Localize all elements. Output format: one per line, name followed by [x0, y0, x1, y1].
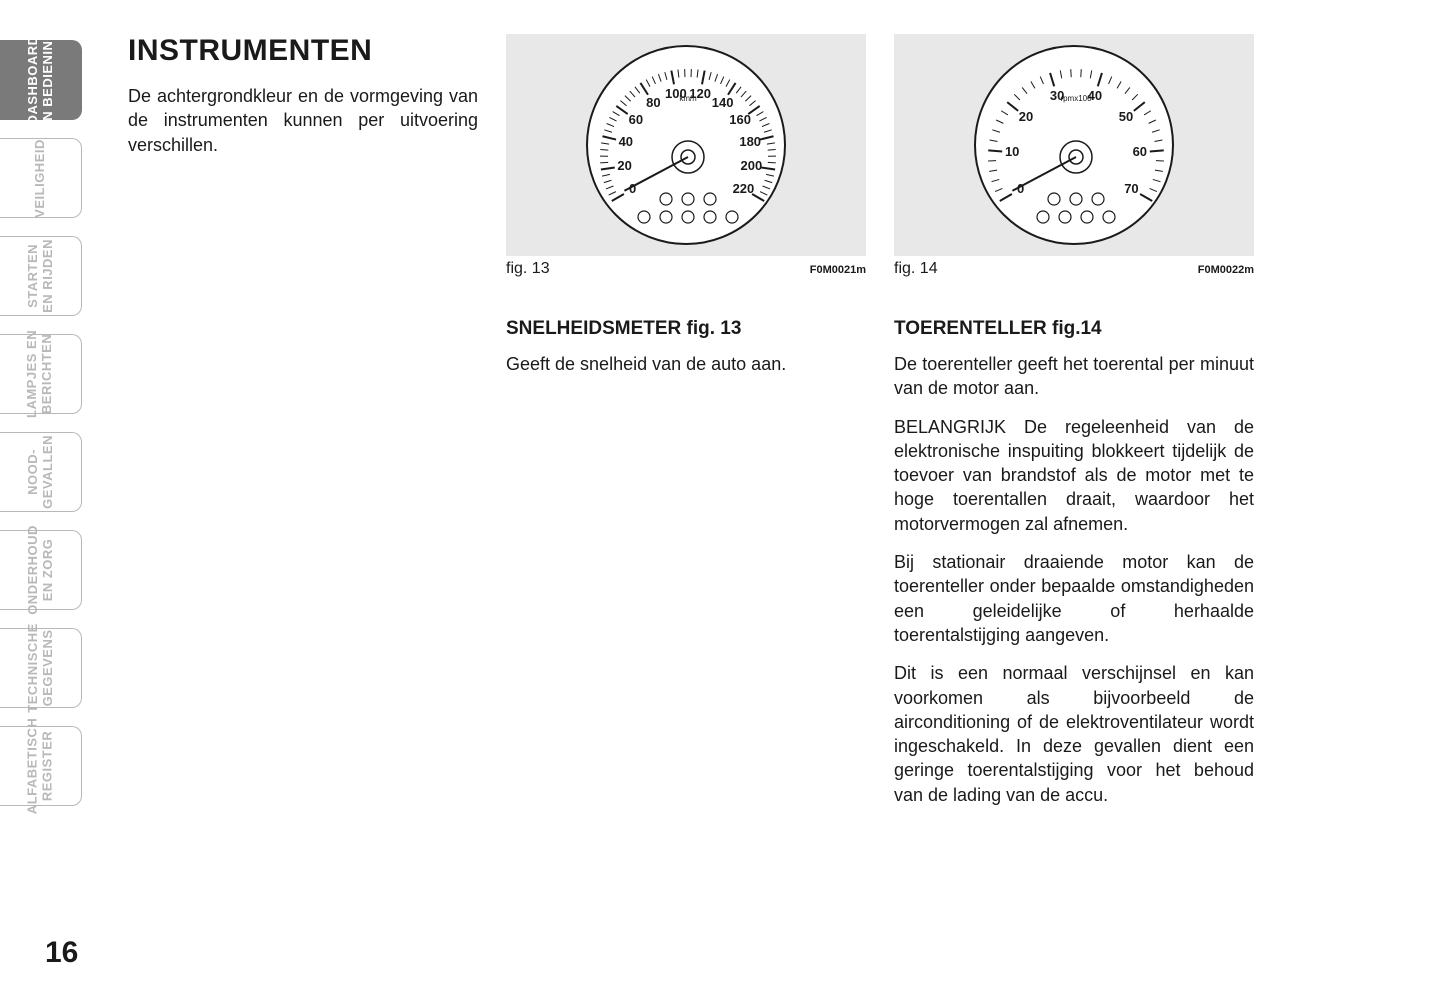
recirculation-icon [660, 211, 672, 223]
steering-icon [682, 211, 694, 223]
oil-icon [1070, 193, 1082, 205]
fuel-icon [1059, 211, 1071, 223]
tab-nood[interactable]: NOOD- GEVALLEN [0, 432, 82, 512]
speedometer-gauge: 020406080100120140160180200220km/h [586, 45, 786, 245]
tab-label: NOOD- GEVALLEN [26, 435, 56, 509]
tab-label: STARTEN EN RIJDEN [26, 239, 56, 313]
park-icon [704, 211, 716, 223]
tachometer-gauge: 010203040506070rpmx100 [974, 45, 1174, 245]
paragraph: Dit is een normaal verschijnsel en kan v… [894, 661, 1254, 807]
svg-text:180: 180 [739, 134, 761, 149]
svg-text:20: 20 [617, 158, 631, 173]
tab-label: VEILIGHEID [33, 139, 48, 218]
figure-code: F0M0021m [810, 264, 866, 276]
tab-veiligheid[interactable]: VEILIGHEID [0, 138, 82, 218]
tab-label: ONDERHOUD EN ZORG [26, 525, 56, 615]
column-2: 020406080100120140160180200220km/h fig. … [506, 34, 866, 821]
svg-text:80: 80 [646, 95, 660, 110]
brake-disc-icon [638, 211, 650, 223]
abs-icon [660, 193, 672, 205]
paragraph: Geeft de snelheid van de auto aan. [506, 352, 866, 376]
svg-text:50: 50 [1119, 109, 1133, 124]
figure-14: 010203040506070rpmx100 [894, 34, 1254, 256]
brake-warning-icon [682, 193, 694, 205]
figure-code: F0M0022m [1198, 264, 1254, 276]
svg-text:10: 10 [1005, 144, 1019, 159]
tab-label: ALFABETISCH REGISTER [26, 718, 56, 815]
airbag-icon [1103, 211, 1115, 223]
tab-lampjes[interactable]: LAMPJES EN BERICHTEN [0, 334, 82, 414]
figure-14-caption: fig. 14 F0M0022m [894, 260, 1254, 278]
column-3: 010203040506070rpmx100 fig. 14 F0M0022m … [894, 34, 1254, 821]
door-icon [726, 211, 738, 223]
section-heading: SNELHEIDSMETER fig. 13 [506, 318, 866, 340]
svg-text:70: 70 [1124, 181, 1138, 196]
svg-text:rpmx100: rpmx100 [1060, 94, 1092, 103]
svg-text:140: 140 [712, 95, 734, 110]
figure-13-caption: fig. 13 F0M0021m [506, 260, 866, 278]
tab-label: LAMPJES EN BERICHTEN [26, 330, 56, 418]
figure-label: fig. 14 [894, 260, 938, 278]
engine-icon [1037, 211, 1049, 223]
tab-technische[interactable]: TECHNISCHE GEGEVENS [0, 628, 82, 708]
tab-label: DASHBOARD EN BEDIENING [26, 30, 56, 130]
battery-icon [1048, 193, 1060, 205]
section-tabs: DASHBOARD EN BEDIENING VEILIGHEID STARTE… [0, 40, 82, 806]
figure-13: 020406080100120140160180200220km/h [506, 34, 866, 256]
page-content: INSTRUMENTEN De achtergrondkleur en de v… [128, 34, 1418, 821]
svg-text:220: 220 [733, 181, 755, 196]
glowplug-icon [1092, 193, 1104, 205]
column-1: INSTRUMENTEN De achtergrondkleur en de v… [128, 34, 478, 821]
tab-starten[interactable]: STARTEN EN RIJDEN [0, 236, 82, 316]
tab-register[interactable]: ALFABETISCH REGISTER [0, 726, 82, 806]
svg-text:km/h: km/h [679, 94, 696, 103]
asr-icon [704, 193, 716, 205]
svg-text:40: 40 [619, 134, 633, 149]
water-icon [1081, 211, 1093, 223]
section-heading: TOERENTELLER fig.14 [894, 318, 1254, 340]
svg-text:200: 200 [740, 158, 762, 173]
tab-onderhoud[interactable]: ONDERHOUD EN ZORG [0, 530, 82, 610]
svg-text:60: 60 [1133, 144, 1147, 159]
figure-label: fig. 13 [506, 260, 550, 278]
svg-text:60: 60 [629, 112, 643, 127]
body-text: Geeft de snelheid van de auto aan. [506, 352, 866, 376]
paragraph: Bij stationair draaiende motor kan de to… [894, 550, 1254, 647]
svg-text:160: 160 [729, 112, 751, 127]
page-title: INSTRUMENTEN [128, 34, 478, 68]
paragraph: De toerenteller geeft het toerental per … [894, 352, 1254, 401]
tab-label: TECHNISCHE GEGEVENS [26, 623, 56, 713]
body-text: De toerenteller geeft het toerental per … [894, 352, 1254, 807]
page-number: 16 [45, 936, 78, 970]
svg-text:20: 20 [1019, 109, 1033, 124]
paragraph: BELANGRIJK De regeleenheid van de elektr… [894, 415, 1254, 536]
tab-dashboard[interactable]: DASHBOARD EN BEDIENING [0, 40, 82, 120]
intro-text: De achtergrondkleur en de vormgeving van… [128, 84, 478, 157]
